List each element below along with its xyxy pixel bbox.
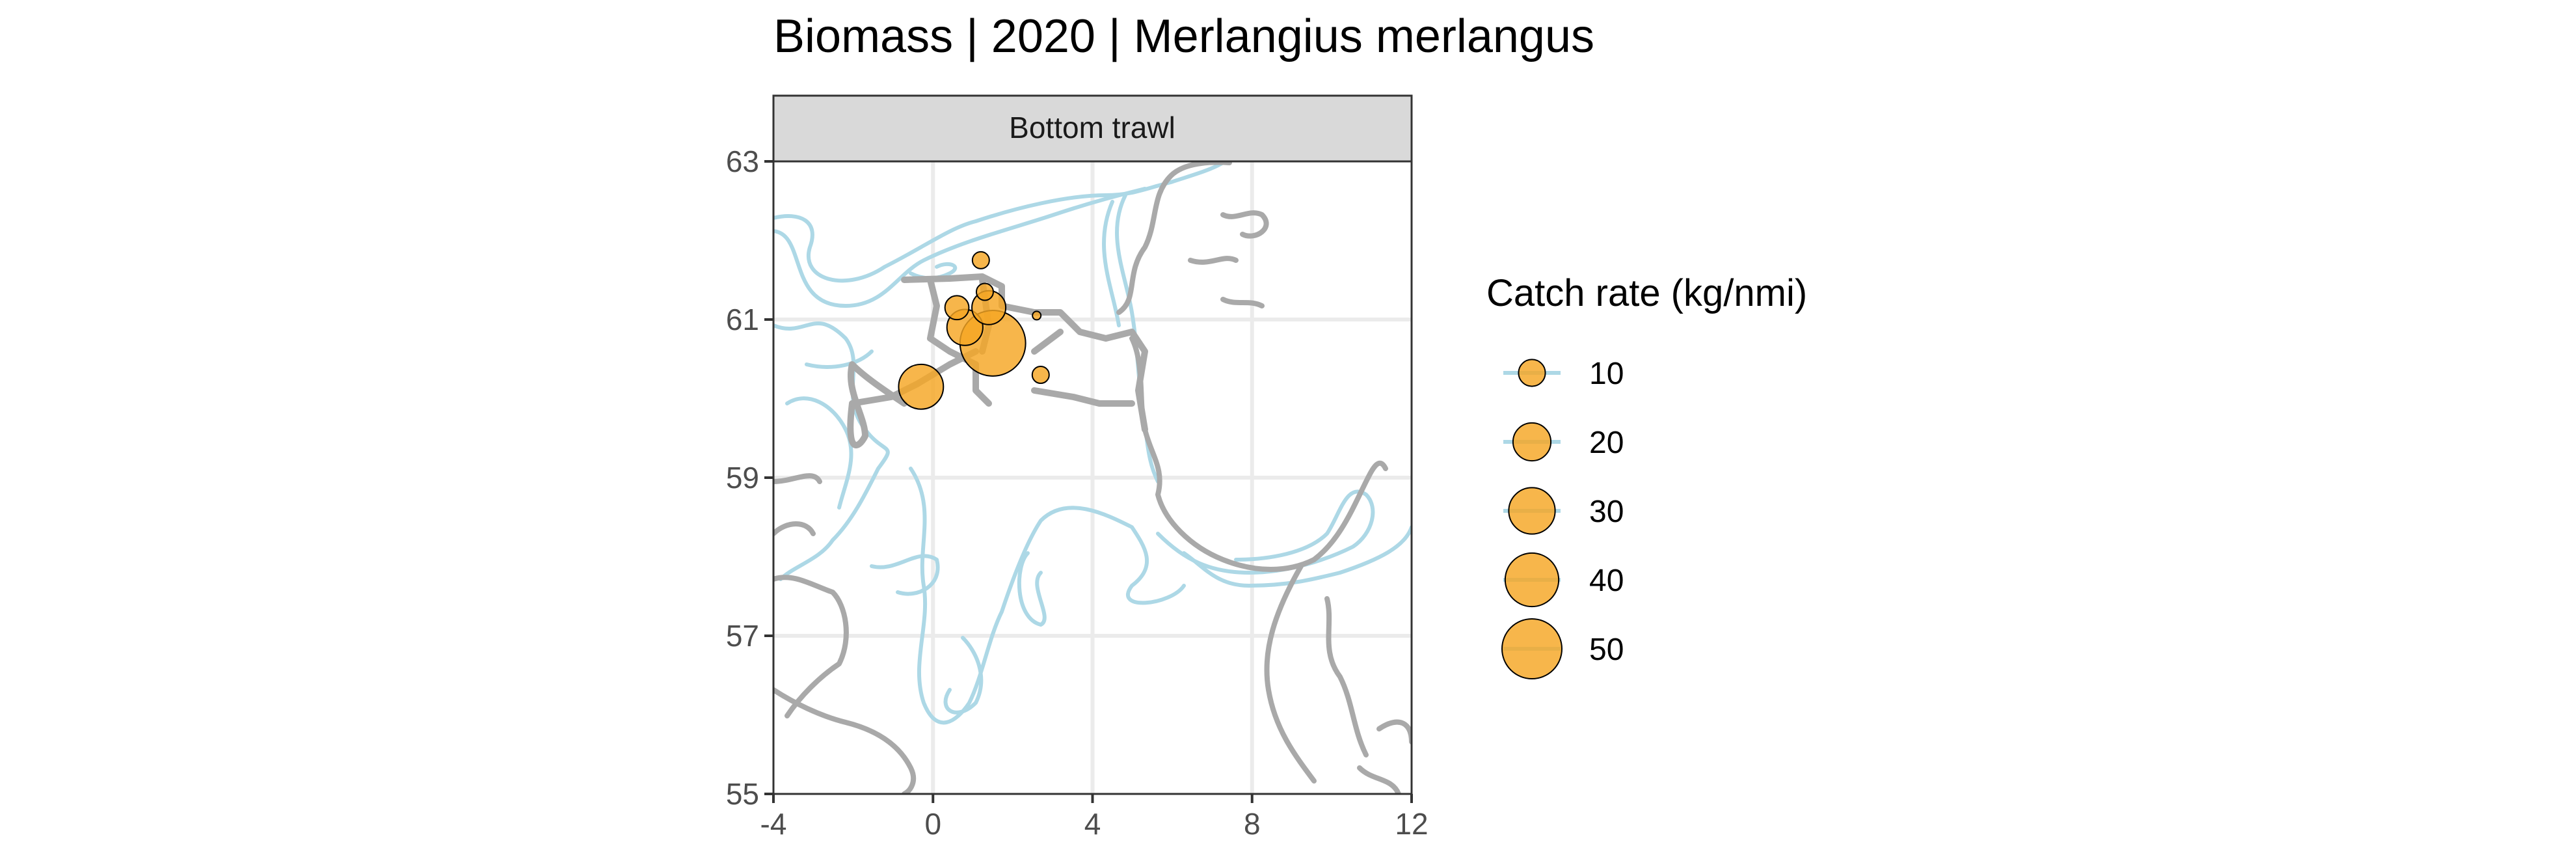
catch-point <box>898 363 945 410</box>
x-tick-label: 12 <box>1395 807 1428 841</box>
legend-title: Catch rate (kg/nmi) <box>1486 272 1807 314</box>
catch-point <box>944 295 970 321</box>
x-axis: -4 0 4 8 12 <box>760 794 1429 841</box>
x-tick-label: 8 <box>1244 807 1261 841</box>
legend-label: 20 <box>1589 426 1624 460</box>
x-tick-label: 4 <box>1084 807 1101 841</box>
legend-label: 10 <box>1589 357 1624 391</box>
catch-point <box>971 251 990 269</box>
facet-label: Bottom trawl <box>1009 111 1175 144</box>
legend-key-symbol <box>1504 552 1560 608</box>
catch-point <box>1031 366 1050 385</box>
legend-key-symbol <box>1512 422 1552 462</box>
y-tick-label: 57 <box>726 619 759 653</box>
depth-contours <box>773 161 1412 725</box>
y-tick-label: 61 <box>726 303 759 336</box>
x-tick-label: 0 <box>924 807 941 841</box>
legend-label: 50 <box>1589 633 1624 667</box>
legend-label: 30 <box>1589 495 1624 529</box>
facet-strip <box>772 94 1413 163</box>
legend-key-symbol <box>1518 359 1546 387</box>
data-points <box>898 251 1050 410</box>
y-tick-label: 63 <box>726 144 759 178</box>
x-tick-label: -4 <box>760 807 787 841</box>
legend-key-symbol <box>1508 487 1556 535</box>
gridlines <box>773 161 1412 794</box>
catch-point <box>975 282 994 301</box>
y-tick-label: 59 <box>726 461 759 495</box>
legend-key-symbol <box>1501 618 1563 679</box>
catch-point <box>1032 310 1042 321</box>
y-axis: 55 57 59 61 63 <box>726 144 773 811</box>
chart-title: Biomass | 2020 | Merlangius merlangus <box>773 10 1594 62</box>
legend-label: 40 <box>1589 564 1624 598</box>
legend: 10 20 30 40 50 <box>1501 357 1624 679</box>
y-tick-label: 55 <box>726 777 759 811</box>
